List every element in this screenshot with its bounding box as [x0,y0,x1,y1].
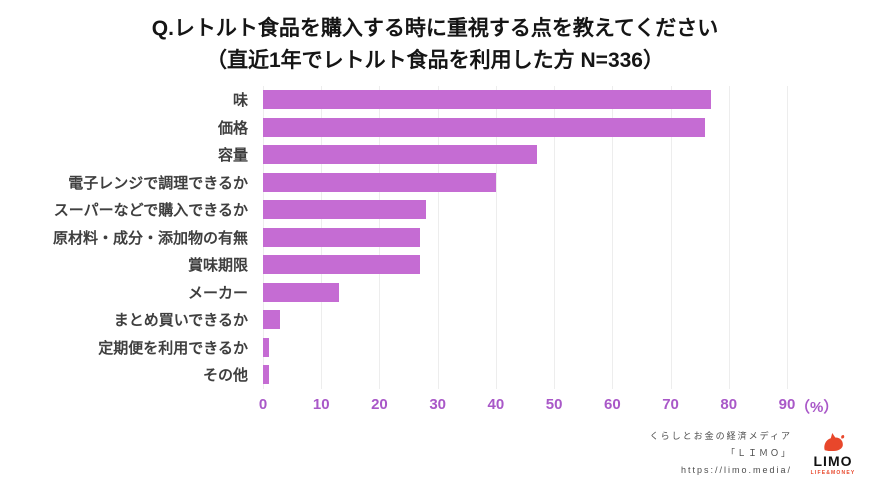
footer: くらしとお金の経済メディア 「ＬＩＭＯ」 https://limo.media/… [650,428,858,479]
footer-line-3: https://limo.media/ [680,464,792,475]
bar [263,90,712,110]
x-tick-label: 90 [778,395,796,413]
bar-row: 賞味期限 [0,251,870,279]
category-label: 定期便を利用できるか [98,339,248,357]
limo-logo-subtext: LIFE&MONEY [810,470,856,477]
category-label: 容量 [217,147,248,165]
bar-row: 容量 [0,141,870,169]
gridline [670,86,672,389]
bar [263,255,421,275]
unit-label: （%） [795,398,839,416]
category-label: その他 [202,367,248,385]
footer-line-2: 「ＬＩＭＯ」 [725,447,792,458]
bar-track [263,90,787,110]
category-label: まとめ買いできるか [113,312,248,330]
bar-row: 味 [0,86,870,114]
limo-logo: LIMO LIFE&MONEY [808,431,858,476]
chart-title-block: Q.レトルト食品を購入する時に重視する点を教えてください （直近1年でレトルト食… [0,0,870,76]
x-tick-label: 40 [487,395,505,413]
bar [263,337,269,357]
chart-subtitle: （直近1年でレトルト食品を利用した方 N=336） [206,48,664,72]
category-label: 電子レンジで調理できるか [68,174,248,192]
gridline [495,86,497,389]
bar-track [263,282,787,302]
x-axis: （%） 0 10 20 30 40 50 60 70 80 90 [259,395,839,422]
x-tick-label: 60 [603,395,621,413]
bar [263,200,427,220]
bar-track [263,365,787,385]
bar-track [263,117,787,137]
bar-row: メーカー [0,279,870,307]
category-label: 価格 [217,119,248,137]
x-tick-label: 30 [429,395,446,413]
bar-row: スーパーなどで購入できるか [0,196,870,224]
footer-tagline: くらしとお金の経済メディア 「ＬＩＭＯ」 https://limo.media/ [650,428,792,479]
x-tick-label: 80 [720,395,738,413]
bar [263,145,537,165]
bar [263,310,281,330]
bar-track [263,172,787,192]
x-tick-label: 0 [258,395,268,413]
category-label: 賞味期限 [187,257,248,275]
x-tick-label: 20 [371,395,388,413]
gridline [728,86,730,389]
gridline [612,86,614,389]
category-label: 原材料・成分・添加物の有無 [52,229,248,247]
bar-track [263,227,787,247]
chart-title: Q.レトルト食品を購入する時に重視する点を教えてください [151,17,719,40]
category-label: メーカー [187,284,248,302]
bar-row: 電子レンジで調理できるか [0,169,870,197]
gridline [437,86,439,389]
bar-row: 原材料・成分・添加物の有無 [0,224,870,252]
bar-track [263,145,787,165]
x-tick-label: 10 [312,395,330,413]
bar-track [263,200,787,220]
bar-row: 価格 [0,114,870,142]
bar-row: その他 [0,361,870,389]
bar [263,227,421,247]
x-tick-label: 50 [545,395,563,413]
limo-logo-text: LIMO [813,452,853,469]
gridline [787,86,788,389]
bar-track [263,310,787,330]
limo-fox-icon [824,432,845,451]
chart-rows: 味価格容量電子レンジで調理できるかスーパーなどで購入できるか 原材料・成分・添加物… [0,86,870,389]
bar-row: 定期便を利用できるか [0,334,870,362]
bar [263,117,706,137]
bar-chart: 味価格容量電子レンジで調理できるかスーパーなどで購入できるか 原材料・成分・添加物… [0,86,870,426]
bar-track [263,337,787,357]
category-label: スーパーなどで購入できるか [53,202,248,220]
category-label: 味 [232,92,248,110]
bar-row: まとめ買いできるか [0,306,870,334]
bar [263,282,339,302]
footer-line-1: くらしとお金の経済メディア [649,430,792,441]
bar [263,172,496,192]
bar [263,365,269,385]
x-tick-label: 70 [662,395,679,413]
bar-track [263,255,787,275]
gridline [554,86,556,389]
